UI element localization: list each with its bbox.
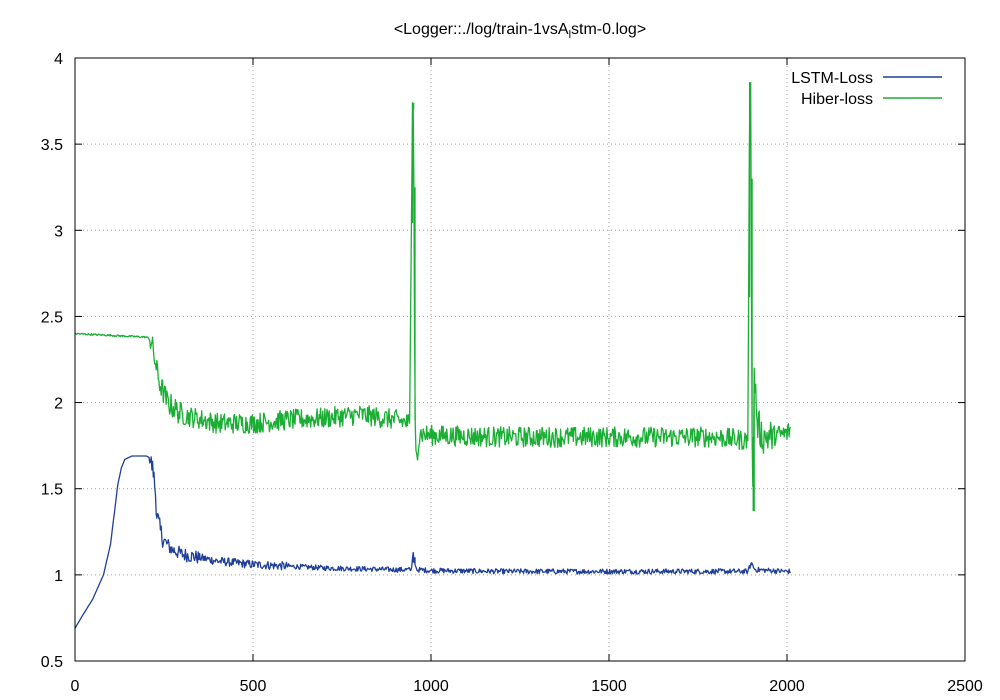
y-tick-label: 2.5 xyxy=(41,309,63,326)
legend-label: Hiber-loss xyxy=(801,91,873,108)
chart-title-suffix: stm-0.log> xyxy=(571,21,646,38)
series-layer xyxy=(74,82,792,629)
series-line-hiber-loss xyxy=(74,82,792,512)
legend-layer: LSTM-Loss Hiber-loss xyxy=(791,70,942,108)
grid-layer xyxy=(75,58,965,661)
y-tick-label: 3.5 xyxy=(41,137,63,154)
chart-title-main: <Logger::./log/train-1vsA xyxy=(394,21,569,38)
x-tick-label: 1000 xyxy=(413,678,449,695)
series-line-lstm-loss xyxy=(74,455,792,629)
y-tick-label: 2 xyxy=(54,396,63,413)
y-tick-label: 0.5 xyxy=(41,654,63,671)
plot-frame xyxy=(74,57,966,662)
legend-label: LSTM-Loss xyxy=(791,70,873,87)
chart-title-subscript: l xyxy=(569,29,571,41)
x-tick-label: 500 xyxy=(240,678,267,695)
x-tick-label: 1500 xyxy=(591,678,627,695)
axis-layer: 0 500 1000 1500 2000 2500 0.5 1 1.5 2 2.5 3 3.5 4 xyxy=(41,51,983,695)
y-tick-label: 1.5 xyxy=(41,482,63,499)
x-tick-label: 0 xyxy=(71,678,80,695)
x-tick-label: 2000 xyxy=(769,678,805,695)
x-tick-label: 2500 xyxy=(947,678,983,695)
y-tick-label: 3 xyxy=(54,223,63,240)
chart-title: <Logger::./log/train-1vsAlstm-0.log> xyxy=(394,21,646,41)
y-tick-label: 1 xyxy=(54,568,63,585)
y-tick-label: 4 xyxy=(54,51,63,68)
